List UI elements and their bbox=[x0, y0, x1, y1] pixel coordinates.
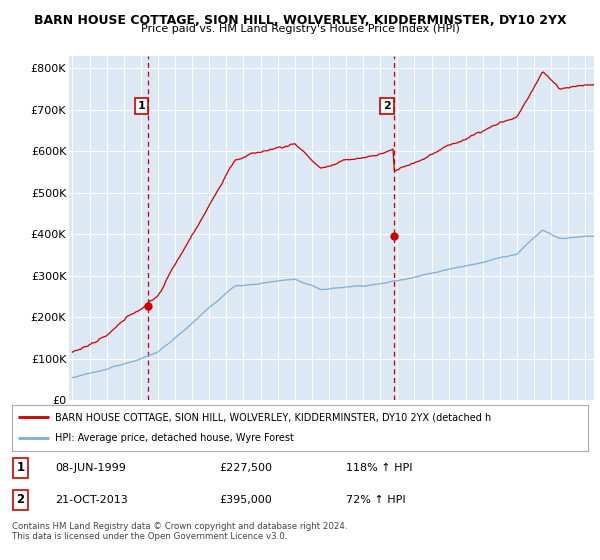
Text: 2: 2 bbox=[383, 101, 391, 111]
Text: 72% ↑ HPI: 72% ↑ HPI bbox=[346, 495, 406, 505]
Text: 08-JUN-1999: 08-JUN-1999 bbox=[55, 463, 126, 473]
Text: £227,500: £227,500 bbox=[220, 463, 272, 473]
Text: 2: 2 bbox=[17, 493, 25, 506]
Text: BARN HOUSE COTTAGE, SION HILL, WOLVERLEY, KIDDERMINSTER, DY10 2YX: BARN HOUSE COTTAGE, SION HILL, WOLVERLEY… bbox=[34, 14, 566, 27]
Text: £395,000: £395,000 bbox=[220, 495, 272, 505]
Text: 1: 1 bbox=[17, 461, 25, 474]
Text: 118% ↑ HPI: 118% ↑ HPI bbox=[346, 463, 413, 473]
Text: BARN HOUSE COTTAGE, SION HILL, WOLVERLEY, KIDDERMINSTER, DY10 2YX (detached h: BARN HOUSE COTTAGE, SION HILL, WOLVERLEY… bbox=[55, 412, 491, 422]
Text: 21-OCT-2013: 21-OCT-2013 bbox=[55, 495, 128, 505]
Text: Price paid vs. HM Land Registry's House Price Index (HPI): Price paid vs. HM Land Registry's House … bbox=[140, 24, 460, 34]
Text: Contains HM Land Registry data © Crown copyright and database right 2024.
This d: Contains HM Land Registry data © Crown c… bbox=[12, 522, 347, 542]
Text: 1: 1 bbox=[137, 101, 145, 111]
Text: HPI: Average price, detached house, Wyre Forest: HPI: Average price, detached house, Wyre… bbox=[55, 433, 294, 444]
